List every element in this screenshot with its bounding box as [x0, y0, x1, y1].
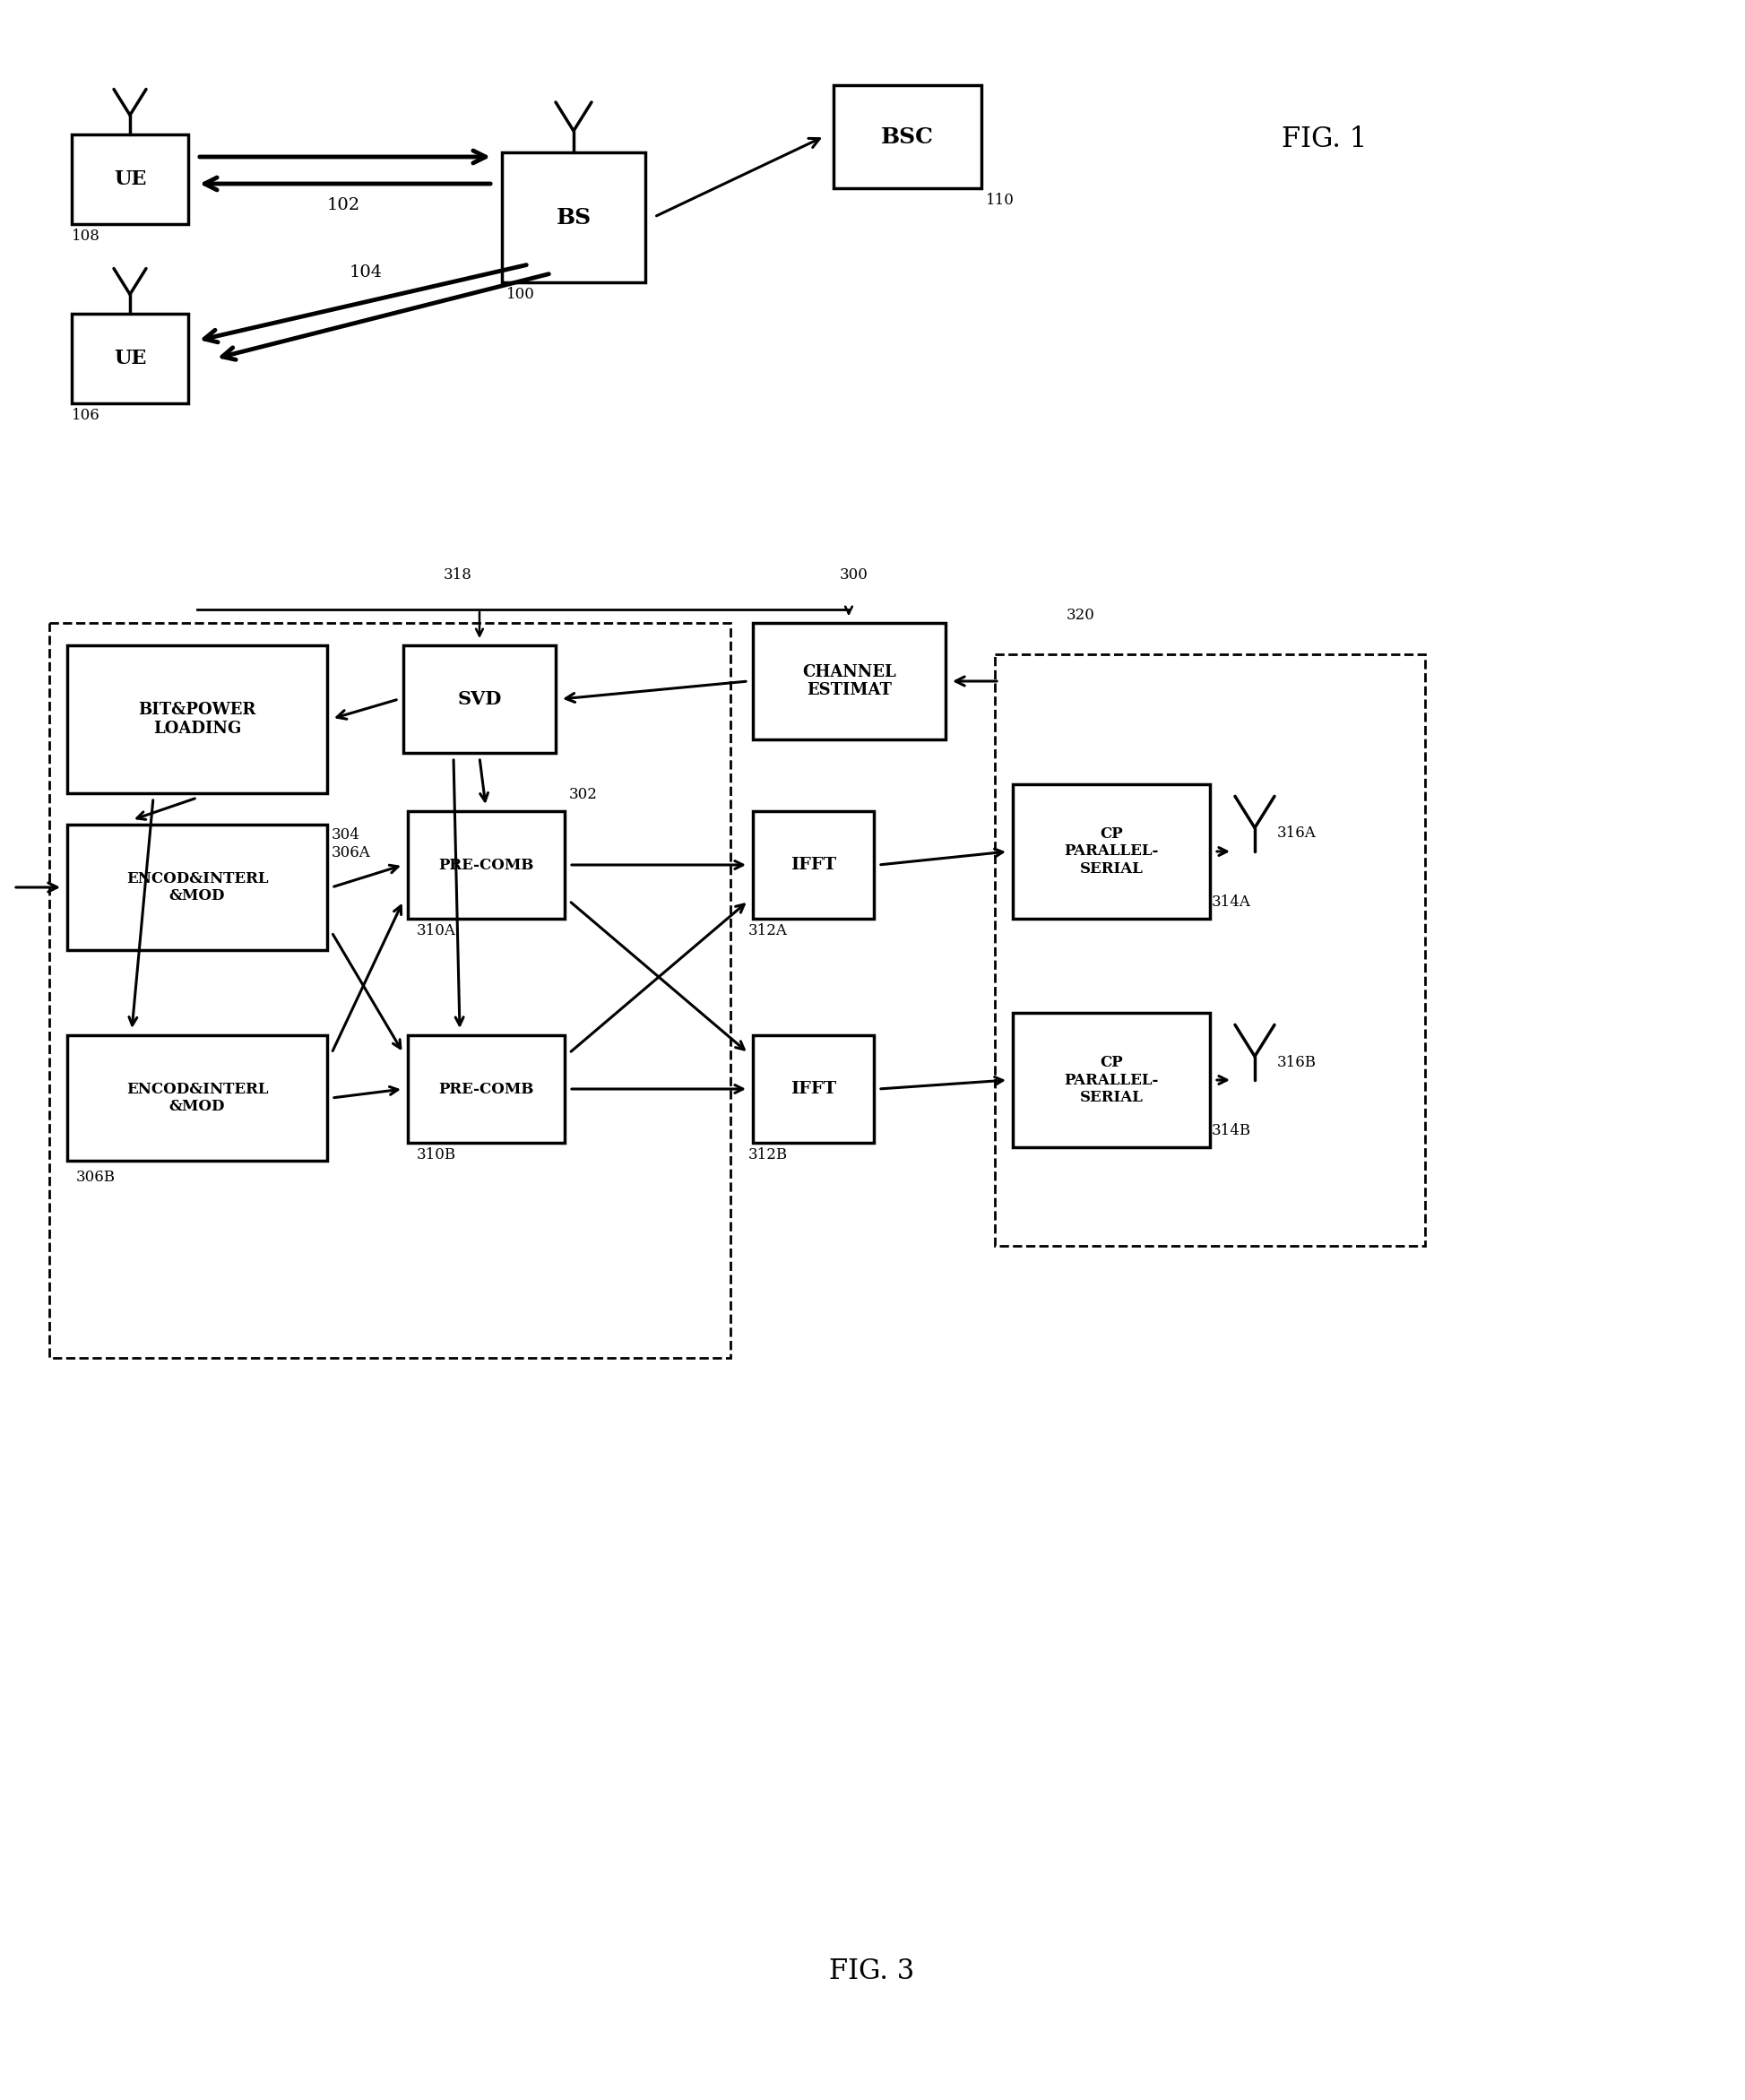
Text: IFFT: IFFT: [790, 857, 836, 874]
Bar: [1012, 783, 1209, 918]
Bar: [503, 153, 646, 281]
Bar: [68, 825, 326, 949]
Bar: [752, 624, 946, 739]
Bar: [1012, 1012, 1209, 1147]
Text: FIG. 1: FIG. 1: [1281, 126, 1366, 153]
Text: 312A: 312A: [749, 924, 787, 939]
Text: CP
PARALLEL-
SERIAL: CP PARALLEL- SERIAL: [1064, 1054, 1159, 1105]
Bar: [834, 86, 981, 189]
Text: ENCOD&INTERL
&MOD: ENCOD&INTERL &MOD: [126, 871, 269, 903]
Bar: [68, 645, 326, 794]
Text: 318: 318: [443, 567, 473, 582]
Text: 100: 100: [506, 288, 536, 302]
Text: PRE-COMB: PRE-COMB: [438, 1082, 534, 1096]
Text: 312B: 312B: [749, 1147, 789, 1163]
Text: UE: UE: [113, 170, 147, 189]
Text: 316A: 316A: [1277, 825, 1316, 842]
Bar: [403, 645, 555, 754]
Text: 106: 106: [72, 407, 99, 422]
Bar: [408, 1035, 565, 1142]
Bar: [72, 134, 188, 225]
Bar: [49, 624, 731, 1359]
Bar: [752, 811, 874, 918]
Text: 102: 102: [326, 197, 361, 214]
Text: 320: 320: [1066, 607, 1096, 624]
Text: UE: UE: [113, 349, 147, 368]
Text: 306B: 306B: [77, 1170, 115, 1184]
Text: BSC: BSC: [881, 126, 934, 147]
Text: 302: 302: [569, 788, 599, 802]
Text: 314A: 314A: [1211, 895, 1251, 909]
Text: IFFT: IFFT: [790, 1082, 836, 1096]
Text: 316B: 316B: [1277, 1054, 1316, 1069]
Text: SVD: SVD: [457, 691, 501, 708]
Text: 304: 304: [332, 827, 359, 842]
Text: 310A: 310A: [417, 924, 455, 939]
Text: 300: 300: [839, 567, 869, 582]
Text: BS: BS: [557, 206, 592, 229]
Text: CP
PARALLEL-
SERIAL: CP PARALLEL- SERIAL: [1064, 825, 1159, 876]
Text: FIG. 3: FIG. 3: [829, 1957, 914, 1987]
Bar: [68, 1035, 326, 1161]
Text: 104: 104: [349, 265, 382, 281]
Text: 314B: 314B: [1211, 1124, 1251, 1138]
Text: BIT&POWER
LOADING: BIT&POWER LOADING: [138, 701, 257, 737]
Text: 108: 108: [72, 229, 99, 244]
Text: CHANNEL
ESTIMAT: CHANNEL ESTIMAT: [803, 664, 897, 699]
Bar: [995, 655, 1426, 1245]
Bar: [408, 811, 565, 918]
Text: 310B: 310B: [417, 1147, 455, 1163]
Text: PRE-COMB: PRE-COMB: [438, 857, 534, 872]
Text: 110: 110: [986, 193, 1014, 208]
Text: ENCOD&INTERL
&MOD: ENCOD&INTERL &MOD: [126, 1082, 269, 1115]
Bar: [72, 313, 188, 403]
Bar: [752, 1035, 874, 1142]
Text: 306A: 306A: [332, 844, 372, 861]
